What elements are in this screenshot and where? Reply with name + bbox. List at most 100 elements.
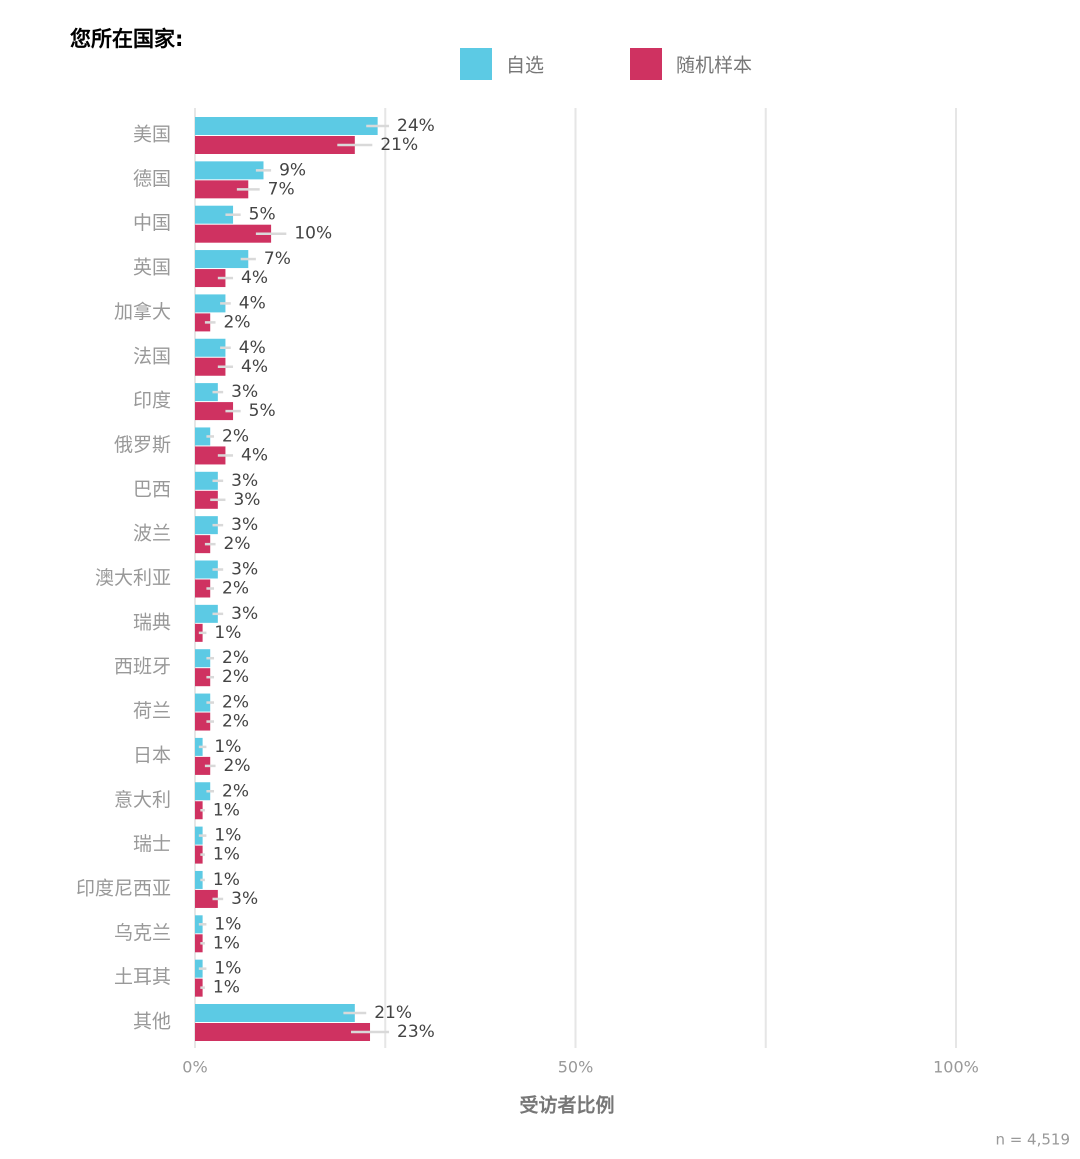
- y-tick-label: 中国: [133, 212, 171, 234]
- bar: [195, 224, 272, 243]
- value-label: 4%: [241, 445, 268, 465]
- x-axis-title: 受访者比例: [519, 1094, 614, 1117]
- y-tick-label: 波兰: [133, 523, 171, 545]
- value-label: 3%: [231, 889, 258, 909]
- bar: [195, 205, 234, 224]
- value-label: 1%: [213, 870, 240, 890]
- y-tick-label: 俄罗斯: [114, 434, 171, 456]
- bar: [195, 889, 218, 908]
- value-label: 2%: [224, 312, 251, 332]
- x-tick-label: 100%: [933, 1058, 979, 1077]
- value-label: 2%: [222, 648, 249, 668]
- value-label: 3%: [233, 490, 260, 510]
- value-label: 5%: [249, 401, 276, 421]
- bar: [195, 801, 203, 820]
- bar: [195, 870, 203, 889]
- value-label: 1%: [213, 933, 240, 953]
- bar: [195, 693, 211, 712]
- y-tick-label: 瑞典: [133, 611, 171, 633]
- y-tick-label: 印度: [133, 390, 171, 412]
- bar: [195, 1004, 355, 1022]
- bar: [195, 294, 226, 313]
- value-label: 1%: [213, 800, 240, 820]
- legend-label: 随机样本: [676, 55, 752, 77]
- bar: [195, 313, 211, 332]
- y-tick-label: 英国: [133, 257, 171, 279]
- x-tick-label: 50%: [558, 1058, 594, 1077]
- value-label: 3%: [231, 515, 258, 535]
- value-label: 1%: [213, 978, 240, 998]
- y-tick-label: 荷兰: [133, 700, 171, 722]
- bar: [195, 471, 218, 490]
- bar: [195, 712, 211, 731]
- bar: [195, 250, 249, 269]
- value-label: 1%: [214, 959, 241, 979]
- y-tick-label: 土耳其: [114, 966, 171, 988]
- value-label: 2%: [224, 534, 251, 554]
- value-label: 1%: [214, 737, 241, 757]
- value-label: 3%: [231, 560, 258, 580]
- bar: [195, 1023, 371, 1041]
- value-label: 24%: [397, 116, 435, 136]
- y-tick-label: 印度尼西亚: [76, 877, 171, 899]
- value-label: 21%: [380, 135, 418, 155]
- x-tick-label: 0%: [182, 1058, 207, 1077]
- bar: [195, 560, 218, 579]
- legend-swatch: [630, 48, 662, 80]
- value-label: 4%: [239, 293, 266, 313]
- y-tick-label: 巴西: [133, 478, 171, 500]
- y-tick-label: 其他: [133, 1011, 171, 1033]
- y-tick-label: 西班牙: [114, 656, 171, 678]
- bar: [195, 604, 218, 623]
- bar: [195, 934, 203, 953]
- bar: [195, 978, 203, 997]
- legend-label: 自选: [506, 55, 544, 77]
- value-label: 7%: [264, 249, 291, 269]
- bar: [195, 269, 226, 288]
- y-tick-label: 意大利: [114, 789, 171, 811]
- bar: [195, 782, 211, 801]
- bar: [195, 161, 264, 180]
- bar: [195, 535, 211, 554]
- value-label: 3%: [231, 471, 258, 491]
- value-label: 2%: [224, 756, 251, 776]
- bar: [195, 383, 218, 402]
- value-label: 10%: [294, 224, 332, 244]
- y-tick-label: 日本: [133, 744, 171, 766]
- bar: [195, 136, 355, 154]
- bar: [195, 668, 211, 687]
- value-label: 23%: [397, 1022, 435, 1042]
- value-label: 1%: [213, 845, 240, 865]
- y-tick-label: 加拿大: [114, 300, 171, 323]
- chart-title: 您所在国家:: [70, 27, 183, 51]
- value-label: 2%: [222, 712, 249, 732]
- value-label: 1%: [214, 826, 241, 846]
- value-label: 2%: [222, 781, 249, 801]
- value-label: 21%: [374, 1003, 412, 1023]
- value-label: 3%: [231, 604, 258, 624]
- bar: [195, 402, 234, 421]
- y-tick-label: 瑞士: [133, 833, 171, 855]
- bar: [195, 117, 378, 135]
- bar: [195, 516, 218, 535]
- value-label: 4%: [239, 338, 266, 358]
- value-label: 4%: [241, 357, 268, 377]
- value-label: 3%: [231, 382, 258, 402]
- value-label: 1%: [214, 914, 241, 934]
- bar: [195, 756, 211, 775]
- bar: [195, 845, 203, 864]
- bar: [195, 649, 211, 668]
- bar: [195, 338, 226, 357]
- value-label: 1%: [214, 623, 241, 643]
- value-label: 5%: [249, 205, 276, 225]
- value-label: 7%: [268, 179, 295, 199]
- bar: [195, 490, 218, 509]
- y-tick-label: 法国: [133, 345, 171, 367]
- y-tick-label: 美国: [133, 124, 171, 146]
- y-tick-label: 乌克兰: [114, 922, 171, 944]
- value-label: 2%: [222, 693, 249, 713]
- value-label: 2%: [222, 426, 249, 446]
- sample-note: n = 4,519: [995, 1131, 1070, 1149]
- value-label: 9%: [279, 160, 306, 180]
